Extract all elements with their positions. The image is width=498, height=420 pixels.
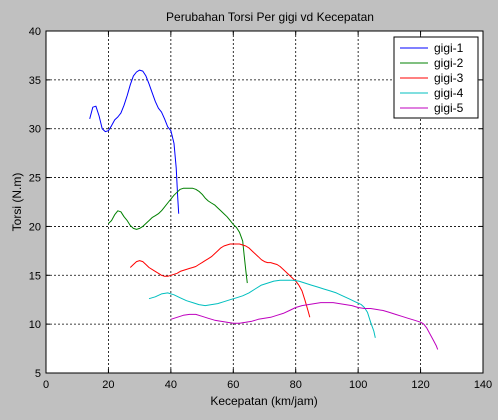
legend-label-gigi-5: gigi-5 xyxy=(434,101,464,115)
y-tick-label: 5 xyxy=(35,368,41,380)
plot-frame xyxy=(45,30,484,374)
x-tick-label: 20 xyxy=(102,379,114,391)
x-axis-label: Kecepatan (km/jam) xyxy=(210,394,317,408)
grid xyxy=(46,31,483,373)
chart-title: Perubahan Torsi Per gigi vd Kecepatan xyxy=(166,10,374,24)
x-tick-label: 40 xyxy=(165,379,177,391)
y-tick-label: 10 xyxy=(29,319,41,331)
y-axis-label: Torsi (N.m) xyxy=(10,173,24,232)
series-line-gigi-5 xyxy=(170,302,439,350)
series-line-gigi-2 xyxy=(108,187,248,284)
legend-label-gigi-2: gigi-2 xyxy=(434,56,464,70)
y-tick-label: 20 xyxy=(29,221,41,233)
x-tick-label: 0 xyxy=(43,379,49,391)
x-tick-label: 60 xyxy=(227,379,239,391)
series-line-gigi-1 xyxy=(89,69,180,214)
x-tick-label: 140 xyxy=(474,379,492,391)
y-tick-label: 15 xyxy=(29,270,41,282)
series-group xyxy=(89,69,439,350)
legend-label-gigi-1: gigi-1 xyxy=(434,41,464,55)
x-tick-label: 100 xyxy=(349,379,367,391)
x-tick-label: 120 xyxy=(411,379,429,391)
y-tick-label: 30 xyxy=(29,124,41,136)
legend-label-gigi-4: gigi-4 xyxy=(434,86,464,100)
series-line-gigi-4 xyxy=(148,279,376,338)
legend-label-gigi-3: gigi-3 xyxy=(434,71,464,85)
axis-ticks: 0 20 40 60 80 100 120 140 5 10 15 20 25 30 35 40 xyxy=(29,26,492,391)
y-tick-label: 35 xyxy=(29,75,41,87)
y-tick-label: 40 xyxy=(29,26,41,38)
y-tick-label: 25 xyxy=(29,173,41,185)
series-line-gigi-3 xyxy=(129,243,311,318)
x-tick-label: 80 xyxy=(290,379,302,391)
